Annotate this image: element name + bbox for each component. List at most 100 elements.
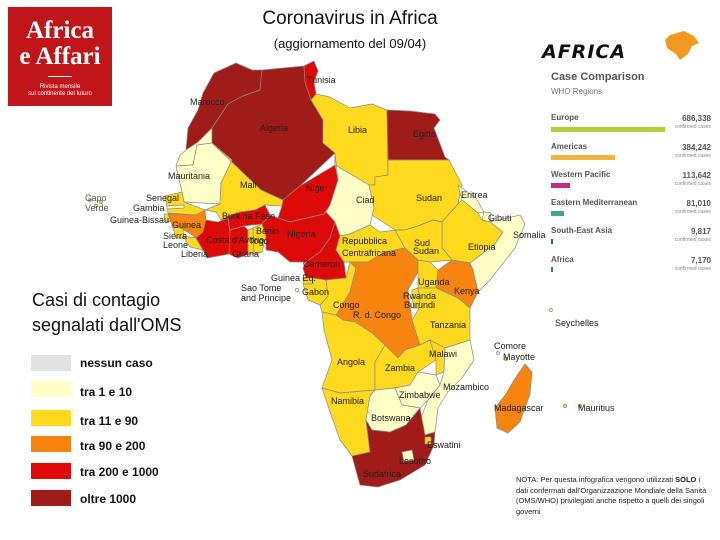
region-bar-eastern-mediterranean [551,211,564,216]
legend-label-1-10: tra 1 e 10 [80,385,133,399]
country-zambia [374,339,437,391]
label-chad: Ciad [356,195,375,205]
label-guinea-bissau: Guinea-Bissau [110,215,170,225]
legend-label-200-1000: tra 200 e 1000 [80,465,159,479]
case-comparison-title: Case Comparison [551,71,645,83]
region-unit-western-pacific: confirmed cases [674,181,711,187]
label-south-sudan-1: Sud [414,238,431,248]
legend-swatch-none [31,355,71,371]
label-guinea: Guinea [172,220,202,230]
label-burundi: Burundi [404,300,436,310]
label-rwanda: Rwanda [403,291,437,301]
country-eritrea [457,184,485,214]
legend-swatch-200-1000 [31,463,71,479]
country-niger [277,164,339,223]
label-congo: Congo [333,300,360,310]
country-madagascar [494,363,533,434]
label-uganda: Uganda [418,277,450,287]
footnote-text-2: i dati confermati dall'Organizzazione Mo… [516,475,707,516]
region-name-africa: Africa [551,255,574,264]
label-madagascar: Madagascar [494,403,544,413]
country-eswatini [424,436,432,445]
label-mozambique: Mozambico [443,382,490,392]
label-libya: Libia [348,125,368,135]
legend-swatch-11-90 [31,410,71,426]
africa-brand-logo: AFRICA [540,31,699,63]
region-bar-western-pacific [551,183,570,188]
logo-line-2: e Affari [19,43,101,70]
label-liberia: Liberia [181,249,209,259]
label-gambia: Gambia [133,203,165,213]
footnote-text-1: NOTA: Per questa infografica vengono uti… [516,475,676,484]
label-eritrea: Eritrea [461,190,488,200]
region-value-south-east-asia: 9,817 [690,227,711,236]
country-benin [252,223,267,255]
label-sierra-leone-2: Leone [163,240,189,250]
region-name-americas: Americas [551,142,588,151]
legend-label-90-200: tra 90 e 200 [80,439,146,453]
label-botswana: Botswana [371,413,411,423]
label-angola: Angola [337,357,366,367]
region-value-eastern-mediterranean: 81,010 [686,199,711,208]
label-egypt: Egitto [413,129,437,139]
country-cape-verde-2 [94,204,98,208]
label-kenya: Kenya [454,286,480,296]
region-value-western-pacific: 113,642 [682,171,711,180]
label-tunisia: Tunisia [307,75,336,85]
label-eswatini: Eswatini [427,440,461,450]
label-malawi: Malawi [429,349,458,359]
label-sudan: Sudan [416,193,443,203]
legend-swatch-1-10 [31,381,71,397]
label-ethiopia: Etiopia [468,242,496,252]
region-bar-africa [551,267,553,272]
label-mauritius: Mauritius [578,403,615,413]
logo-tagline-2: sul continente del futuro [28,91,92,97]
country-reunion [563,404,567,408]
country-comoros [496,351,500,355]
country-gambia [166,204,185,210]
label-cameroon: Camerun [303,259,341,269]
region-value-europe: 686,338 [682,114,711,123]
country-sao-tome [295,288,299,292]
country-lesotho [401,449,415,463]
logo-divider [48,76,72,77]
legend-title-line-1: Casi di contagio [32,290,161,310]
label-tanzania: Tanzania [430,320,467,330]
region-value-africa: 7,170 [690,256,711,265]
label-morocco: Marocco [190,97,225,107]
label-mayotte: Mayotte [503,352,536,362]
footnote-emphasis: SOLO [675,475,697,484]
legend-swatch-over-1000 [31,490,71,506]
country-south-africa [351,407,436,488]
footnote: NOTA: Per questa infografica vengono uti… [516,475,712,517]
label-cote-divoire: Costa d'Avorio [206,235,265,245]
region-name-western-pacific: Western Pacific [551,170,611,179]
label-senegal: Senegal [146,193,180,203]
label-burkina-faso: Burkina Faso [222,211,276,221]
label-cape-verde-2: Verde [85,203,109,213]
label-mauritania: Mauritania [168,171,211,181]
label-car-2: Centrafricana [342,248,397,258]
africa-e-affari-logo: Africa e Affari Rivista mensile sul cont… [8,7,112,106]
legend-label-none: nessun caso [80,356,153,370]
label-sao-tome-1: Sao Tome [241,283,282,293]
country-mauritius [577,403,583,409]
page-subtitle: (aggiornamento del 09/04) [273,36,427,51]
country-cape-verde [88,198,92,202]
label-comoros: Comore [494,341,527,351]
label-drc: R. d. Congo [353,310,402,320]
legend-label-11-90: tra 11 e 90 [80,414,139,428]
label-algeria: Algeria [260,123,289,133]
legend-swatch-90-200 [31,436,71,452]
label-somalia: Somalia [513,230,546,240]
label-togo: Togo [249,236,269,246]
label-cape-verde-1: Capo [85,193,107,203]
logo-tagline-1: Rivista mensile [39,84,81,90]
country-tunisia [303,60,319,101]
region-bar-europe [551,127,665,132]
africa-silhouette-icon [665,31,699,60]
region-unit-europe: confirmed cases [674,124,711,130]
label-eq-guinea: Guinea Eq. [271,273,317,283]
legend-label-over-1000: oltre 1000 [80,492,137,506]
